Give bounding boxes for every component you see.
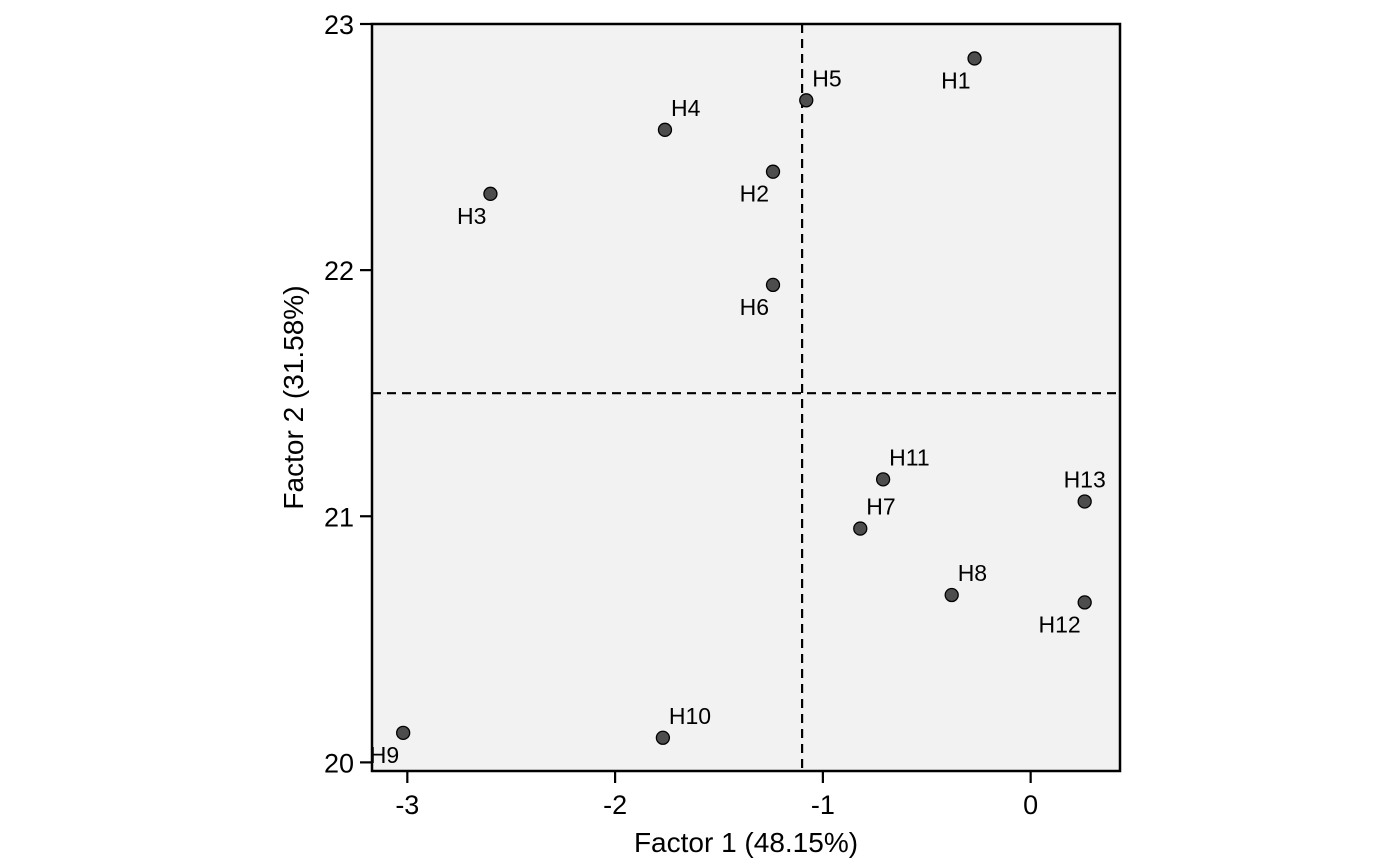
plot-frame <box>370 22 1122 773</box>
data-point <box>396 725 411 741</box>
y-tick-label: 22 <box>324 256 354 286</box>
x-tick-label: -2 <box>603 790 627 820</box>
x-tick-label: -1 <box>811 790 835 820</box>
data-point <box>853 521 868 536</box>
point-label: H1 <box>941 67 970 93</box>
data-point <box>1077 494 1092 509</box>
point-labels: H1 H2 H3 H4 H5 H6 H7 H8 H9 H10 H11 H12 H13 <box>370 65 1106 768</box>
y-axis-title: Factor 2 (31.58%) <box>278 285 309 509</box>
point-label: H7 <box>866 494 895 520</box>
x-axis-ticks: -3 -2 -1 0 <box>395 771 1038 820</box>
point-label: H9 <box>370 742 399 768</box>
data-point <box>655 730 671 745</box>
reference-lines <box>372 24 1120 771</box>
x-axis-title: Factor 1 (48.15%) <box>634 827 858 858</box>
y-tick-label: 21 <box>324 502 354 532</box>
point-label: H4 <box>671 95 701 121</box>
x-tick-label: -3 <box>395 790 419 820</box>
point-label: H8 <box>958 560 987 586</box>
point-label: H5 <box>812 65 841 91</box>
data-point <box>944 587 959 603</box>
point-label: H6 <box>740 294 769 320</box>
data-point <box>483 186 498 201</box>
point-label: H12 <box>1038 611 1080 637</box>
data-point <box>765 277 781 293</box>
plot-panel <box>372 24 1120 771</box>
data-point <box>657 122 673 137</box>
data-point <box>875 472 891 487</box>
y-tick-label: 23 <box>324 10 354 40</box>
y-axis-ticks: 20 21 22 23 <box>324 10 372 778</box>
x-tick-label: 0 <box>1023 790 1038 820</box>
data-point <box>765 164 781 179</box>
point-label: H11 <box>889 444 930 470</box>
point-label: H3 <box>457 203 486 229</box>
data-points <box>396 51 1092 745</box>
data-point <box>967 51 982 66</box>
data-point <box>799 93 814 108</box>
point-label: H13 <box>1064 466 1106 492</box>
point-label: H2 <box>740 181 769 207</box>
y-tick-label: 20 <box>324 748 354 778</box>
data-point <box>1077 595 1092 610</box>
point-label: H10 <box>669 703 711 729</box>
